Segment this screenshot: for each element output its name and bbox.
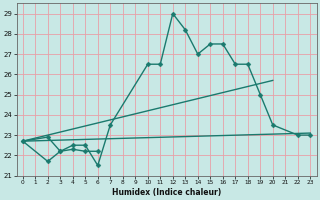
X-axis label: Humidex (Indice chaleur): Humidex (Indice chaleur) xyxy=(112,188,221,197)
